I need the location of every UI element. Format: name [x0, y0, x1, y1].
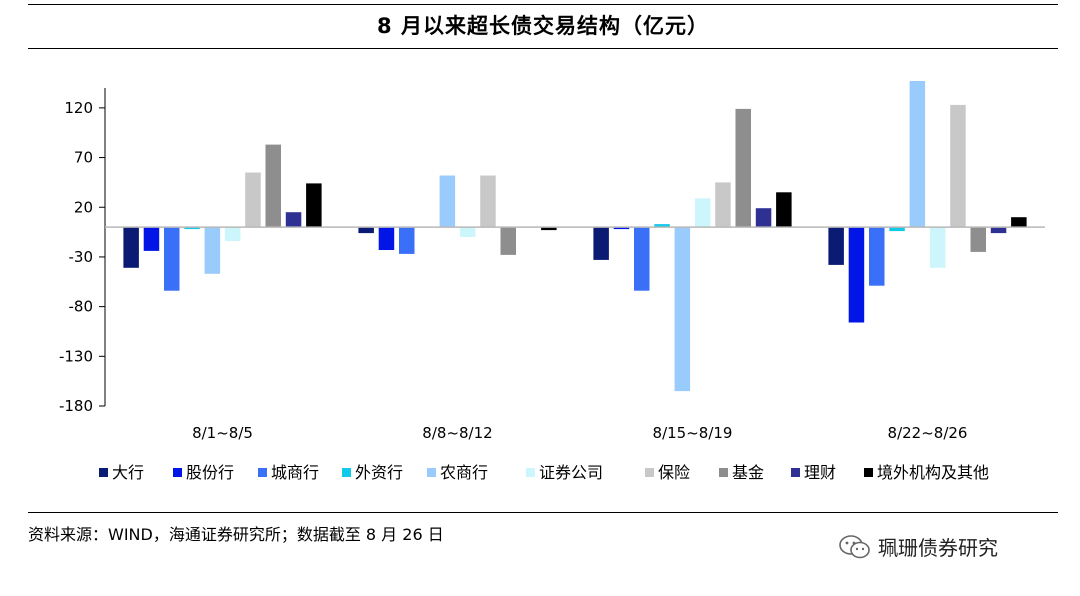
legend-swatch [173, 468, 182, 477]
legend-swatch [719, 468, 728, 477]
legend-swatch [864, 468, 873, 477]
bar [593, 227, 609, 260]
legend-label: 保险 [658, 463, 690, 482]
legend-swatch [645, 468, 654, 477]
watermark-text: 珮珊债券研究 [878, 536, 998, 560]
legend-label: 大行 [112, 463, 144, 482]
title-rule [28, 48, 1058, 49]
bar [399, 227, 415, 254]
bar [735, 108, 751, 228]
watermark: 珮珊债券研究 [838, 532, 998, 561]
legend-label: 境外机构及其他 [877, 463, 989, 482]
bar [929, 227, 946, 268]
chart-title: 8 月以来超长债交易结构（亿元） [377, 14, 709, 38]
legend-label: 农商行 [440, 463, 488, 482]
bar [439, 175, 456, 228]
bar [613, 227, 630, 230]
legend-label: 外资行 [355, 463, 403, 482]
bar [715, 182, 731, 228]
bar [285, 212, 302, 228]
bar [674, 227, 691, 392]
bar [869, 227, 885, 286]
legend-swatch [427, 468, 436, 477]
bar [500, 227, 516, 255]
x-category-label: 8/15~8/19 [653, 424, 733, 442]
bar [755, 208, 772, 228]
y-tick-label: 120 [64, 99, 93, 117]
legend: 大行 股份行 城商行 外资行 农商行 证券公司 保险 基金 理财 境外机构及其他 [99, 463, 989, 482]
bar [265, 144, 281, 228]
top-rule [28, 4, 1058, 5]
bar [909, 81, 926, 228]
bar [776, 192, 792, 228]
legend-label: 证券公司 [539, 463, 603, 482]
bar [480, 175, 496, 228]
bar [694, 198, 711, 228]
bar [245, 172, 261, 228]
legend-label: 基金 [732, 463, 764, 482]
bar [1011, 217, 1027, 228]
source-note: 资料来源：WIND，海通证券研究所；数据截至 8 月 26 日 [28, 525, 444, 544]
bar [970, 227, 986, 252]
y-tick-label: -130 [59, 347, 93, 365]
x-category-label: 8/1~8/5 [192, 424, 253, 442]
bar [990, 227, 1007, 234]
bar [164, 227, 180, 291]
x-category-label: 8/8~8/12 [422, 424, 492, 442]
y-axis: 120 70 20 -30 -80 -130 -180 [59, 88, 106, 415]
wechat-icon [839, 534, 870, 558]
bar [654, 224, 670, 228]
y-tick-label: -80 [69, 298, 94, 316]
bottom-rule [28, 512, 1058, 513]
bars [123, 81, 1027, 392]
bar [358, 227, 374, 234]
legend-swatch [258, 468, 267, 477]
y-tick-label: -30 [69, 248, 94, 266]
bar [204, 227, 221, 274]
bar [184, 227, 200, 230]
bar [541, 227, 557, 231]
bar [950, 104, 966, 228]
bar [889, 227, 905, 232]
x-category-label: 8/22~8/26 [888, 424, 968, 442]
bar [123, 227, 139, 268]
bar [848, 227, 865, 323]
bar [459, 227, 476, 237]
y-tick-label: 20 [74, 198, 93, 216]
bar [143, 227, 160, 251]
legend-label: 理财 [804, 463, 836, 482]
bar [378, 227, 395, 250]
legend-swatch [99, 468, 108, 477]
legend-swatch [791, 468, 800, 477]
bar [306, 183, 322, 228]
legend-label: 股份行 [186, 463, 234, 482]
legend-label: 城商行 [271, 463, 319, 482]
legend-swatch [342, 468, 351, 477]
y-tick-label: 70 [74, 149, 93, 167]
bar [224, 227, 241, 241]
bar [828, 227, 844, 265]
x-axis-labels: 8/1~8/5 8/8~8/12 8/15~8/19 8/22~8/26 [192, 424, 967, 442]
y-tick-label: -180 [59, 397, 93, 415]
bar [634, 227, 650, 291]
legend-swatch [526, 468, 535, 477]
